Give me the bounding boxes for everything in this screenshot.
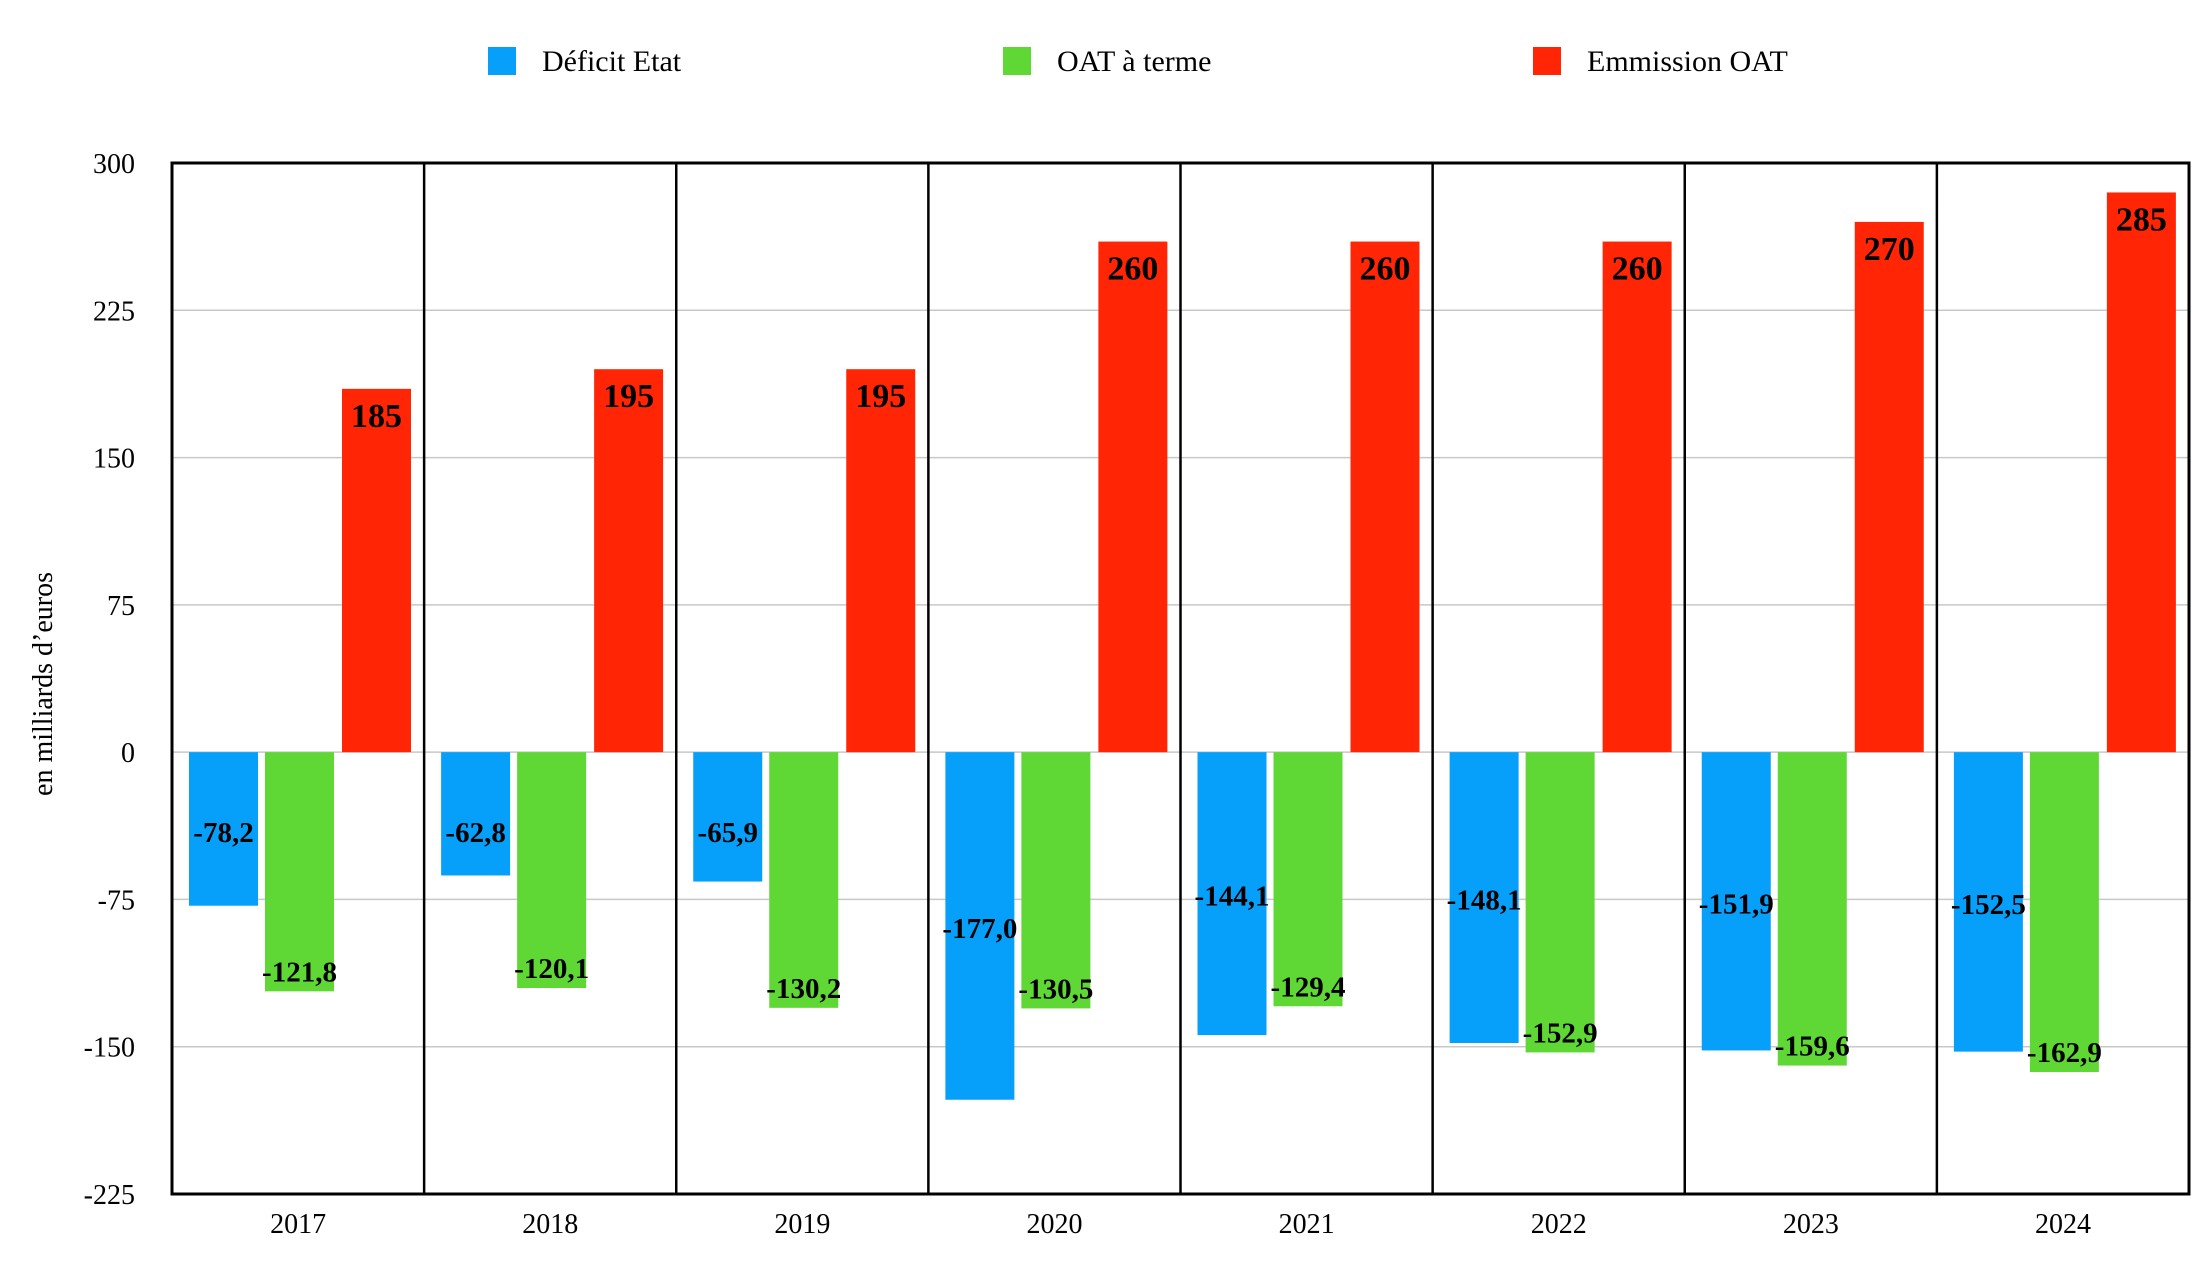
bar bbox=[517, 752, 587, 988]
legend-label: Emmission OAT bbox=[1587, 45, 1788, 78]
data-label: 260 bbox=[1612, 251, 1663, 288]
y-tick-label: 75 bbox=[107, 591, 135, 622]
data-label: 285 bbox=[2116, 201, 2167, 238]
data-label: 185 bbox=[351, 398, 402, 435]
bars bbox=[189, 192, 2176, 1100]
data-label: -130,5 bbox=[1018, 973, 1093, 1005]
x-tick-label: 2019 bbox=[774, 1209, 830, 1240]
bar bbox=[769, 752, 839, 1008]
y-tick-label: 0 bbox=[121, 738, 135, 769]
bar bbox=[1777, 752, 1847, 1066]
y-tick-label: -225 bbox=[84, 1180, 135, 1211]
axes: en milliards d’euros 300 225 150 75 0 -75 -150… bbox=[28, 149, 2091, 1240]
bar bbox=[1098, 241, 1168, 753]
x-tick-label: 2021 bbox=[1279, 1209, 1335, 1240]
bar bbox=[2106, 192, 2176, 753]
bar bbox=[265, 752, 334, 992]
data-label: -159,6 bbox=[1775, 1031, 1850, 1063]
data-label: -129,4 bbox=[1271, 971, 1346, 1003]
y-tick-label: -150 bbox=[84, 1033, 135, 1064]
plot-frame bbox=[170, 161, 2191, 1196]
data-label: -152,9 bbox=[1523, 1017, 1598, 1049]
bar bbox=[1525, 752, 1595, 1053]
data-label: 260 bbox=[1107, 251, 1158, 288]
legend-label: OAT à terme bbox=[1057, 45, 1211, 78]
bar bbox=[342, 388, 411, 753]
bar bbox=[1953, 752, 2023, 1052]
bar bbox=[945, 752, 1015, 1100]
x-tick-label: 2020 bbox=[1026, 1209, 1082, 1240]
data-label: -130,2 bbox=[766, 973, 841, 1005]
data-label: 260 bbox=[1360, 251, 1411, 288]
y-tick-label: 300 bbox=[93, 149, 135, 180]
data-label: -121,8 bbox=[262, 956, 337, 988]
bar bbox=[1701, 752, 1771, 1051]
legend-swatch bbox=[1003, 47, 1031, 75]
data-label: 270 bbox=[1864, 231, 1915, 268]
bar bbox=[1273, 752, 1343, 1007]
bar bbox=[1350, 241, 1420, 753]
bar bbox=[2029, 752, 2099, 1073]
bar bbox=[693, 752, 763, 882]
legend-item: OAT à terme bbox=[1003, 45, 1211, 78]
bar bbox=[189, 752, 258, 906]
data-label: -162,9 bbox=[2027, 1037, 2102, 1069]
bar bbox=[1021, 752, 1091, 1009]
data-label: -152,5 bbox=[1951, 889, 2026, 921]
y-axis-title: en milliards d’euros bbox=[28, 572, 59, 796]
data-label: -65,9 bbox=[698, 817, 758, 849]
data-label: -148,1 bbox=[1447, 885, 1522, 917]
legend-swatch bbox=[1533, 47, 1561, 75]
y-tick-label: 225 bbox=[93, 296, 135, 327]
x-tick-label: 2024 bbox=[2035, 1209, 2091, 1240]
bar bbox=[1197, 752, 1267, 1036]
legend-swatch bbox=[488, 47, 516, 75]
y-tick-label: 150 bbox=[93, 444, 135, 475]
data-label: -120,1 bbox=[514, 953, 589, 985]
x-tick-label: 2017 bbox=[270, 1209, 326, 1240]
data-labels: -78,2 -62,8 -65,9 -177,0 -144,1 -148,1 -151,9 -… bbox=[193, 201, 2167, 1069]
data-label: -177,0 bbox=[942, 913, 1017, 945]
legend-label: Déficit Etat bbox=[542, 45, 682, 78]
data-label: -62,8 bbox=[445, 817, 505, 849]
bar bbox=[594, 369, 664, 753]
legend-item: Déficit Etat bbox=[488, 45, 682, 78]
bar bbox=[1602, 241, 1672, 753]
x-tick-label: 2022 bbox=[1531, 1209, 1587, 1240]
data-label: 195 bbox=[855, 378, 906, 415]
bar bbox=[441, 752, 511, 876]
bar bbox=[1854, 221, 1924, 753]
data-label: -78,2 bbox=[193, 817, 253, 849]
legend-item: Emmission OAT bbox=[1533, 45, 1788, 78]
x-tick-label: 2023 bbox=[1783, 1209, 1839, 1240]
data-label: -151,9 bbox=[1699, 888, 1774, 920]
legend: Déficit Etat OAT à terme Emmission OAT bbox=[488, 45, 1788, 78]
x-tick-label: 2018 bbox=[522, 1209, 578, 1240]
bar bbox=[846, 369, 916, 753]
y-tick-label: -75 bbox=[98, 885, 135, 916]
data-label: -144,1 bbox=[1195, 881, 1270, 913]
bar bbox=[1449, 752, 1519, 1043]
data-label: 195 bbox=[603, 378, 654, 415]
